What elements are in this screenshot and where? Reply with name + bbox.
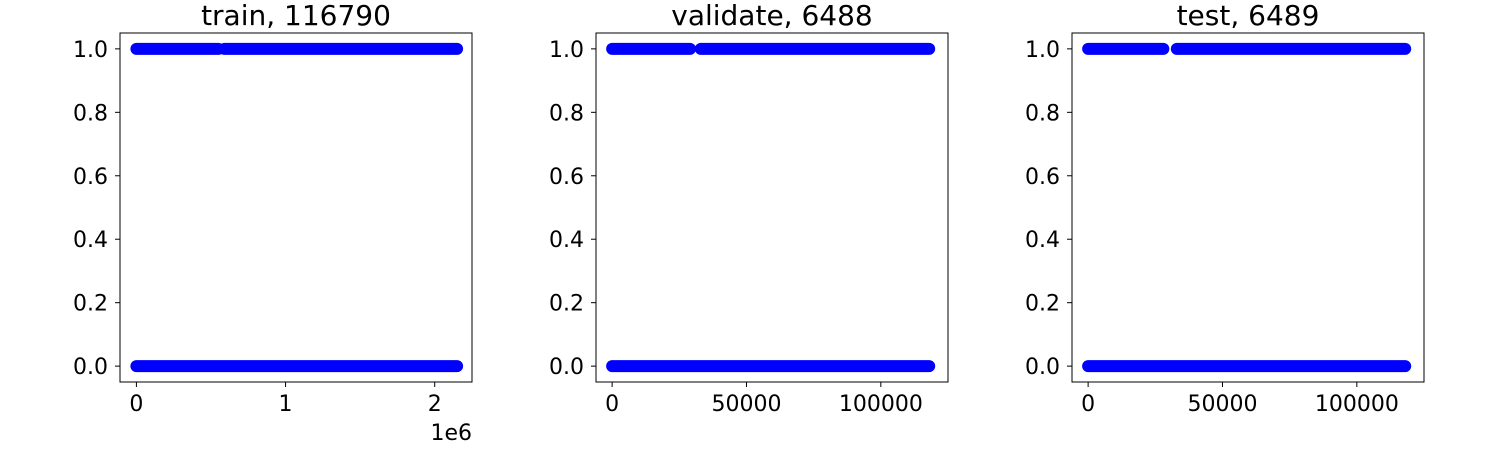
plot-frame [595, 32, 949, 383]
y-tick-label: 0.4 [1025, 228, 1060, 253]
plot-frame [119, 32, 473, 383]
series-1 [606, 42, 936, 373]
x-tick-label: 0 [605, 392, 619, 417]
y-tick-label: 0.6 [73, 165, 108, 190]
y-tick-label: 0.0 [549, 355, 584, 380]
chart-title: test, 6489 [1177, 0, 1320, 32]
y-tick-label: 0.6 [1025, 165, 1060, 190]
chart-panel-3: test, 6489 0 50000 100000 0.0 0.2 0.4 0.6 0.8 1.0 [1025, 0, 1425, 417]
x-tick-label: 50000 [711, 392, 781, 417]
x-tick-label: 1 [279, 392, 293, 417]
y-tick-label: 0.0 [1025, 355, 1060, 380]
y-tick-label: 1.0 [73, 38, 108, 63]
y-tick-label: 0.4 [549, 228, 584, 253]
y-tick-label: 0.8 [1025, 101, 1060, 126]
x-tick-label: 0 [129, 392, 143, 417]
plot-frame [1071, 32, 1425, 383]
y-tick-label: 1.0 [1025, 38, 1060, 63]
y-tick-label: 0.2 [73, 292, 108, 317]
x-tick-label: 0 [1081, 392, 1095, 417]
x-offset-label: 1e6 [430, 421, 472, 446]
y-tick-label: 0.2 [1025, 292, 1060, 317]
x-tick-label: 100000 [839, 392, 923, 417]
x-tick-label: 100000 [1315, 392, 1399, 417]
chart-title: train, 116790 [201, 0, 391, 32]
y-tick-label: 0.8 [73, 101, 108, 126]
y-tick-label: 0.4 [73, 228, 108, 253]
y-tick-label: 0.6 [549, 165, 584, 190]
series-1 [130, 42, 464, 373]
y-tick-label: 1.0 [549, 38, 584, 63]
y-tick-label: 0.2 [549, 292, 584, 317]
y-tick-label: 0.8 [549, 101, 584, 126]
y-tick-label: 0.0 [73, 355, 108, 380]
chart-panel-1: train, 116790 0 1 2 0.0 0.2 0.4 0.6 0.8 1.0 1e6 [73, 0, 473, 446]
x-tick-label: 50000 [1187, 392, 1257, 417]
chart-title: validate, 6488 [671, 0, 872, 32]
chart-panel-2: validate, 6488 0 50000 100000 0.0 0.2 0.4 0.6 0.… [549, 0, 949, 417]
series-1 [1082, 42, 1412, 373]
x-tick-label: 2 [428, 392, 442, 417]
